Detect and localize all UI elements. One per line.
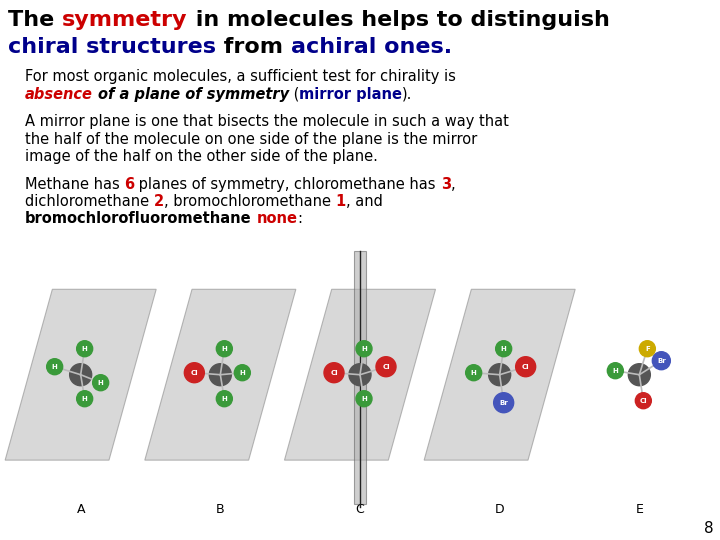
Text: H: H xyxy=(240,370,246,376)
Circle shape xyxy=(635,393,652,409)
Text: Br: Br xyxy=(499,400,508,406)
Text: D: D xyxy=(495,503,505,516)
Text: 3: 3 xyxy=(441,177,451,192)
Text: F: F xyxy=(645,346,649,352)
Text: Methane has: Methane has xyxy=(25,177,125,192)
Text: H: H xyxy=(82,396,88,402)
Circle shape xyxy=(652,352,670,370)
Circle shape xyxy=(210,364,231,386)
Circle shape xyxy=(516,357,536,377)
Text: For most organic molecules, a sufficient test for chirality is: For most organic molecules, a sufficient… xyxy=(25,69,456,84)
Text: in molecules helps to distinguish: in molecules helps to distinguish xyxy=(187,10,609,30)
Text: of a plane of symmetry: of a plane of symmetry xyxy=(97,86,289,102)
Text: H: H xyxy=(471,370,477,376)
Circle shape xyxy=(184,363,204,383)
Circle shape xyxy=(376,357,396,377)
Text: H: H xyxy=(52,364,58,370)
Text: A: A xyxy=(76,503,85,516)
Text: achiral ones.: achiral ones. xyxy=(291,37,452,57)
Circle shape xyxy=(495,341,512,357)
Text: mirror plane: mirror plane xyxy=(299,86,402,102)
Text: C: C xyxy=(356,503,364,516)
Text: chiral structures: chiral structures xyxy=(8,37,216,57)
Text: H: H xyxy=(361,396,367,402)
Circle shape xyxy=(356,391,372,407)
Circle shape xyxy=(76,391,93,407)
Text: symmetry: symmetry xyxy=(62,10,187,30)
Polygon shape xyxy=(424,289,575,460)
Text: image of the half on the other side of the plane.: image of the half on the other side of t… xyxy=(25,149,378,164)
Text: the half of the molecule on one side of the plane is the mirror: the half of the molecule on one side of … xyxy=(25,132,477,146)
Text: none: none xyxy=(256,211,297,226)
Text: 2: 2 xyxy=(154,194,164,209)
Circle shape xyxy=(608,363,624,379)
Circle shape xyxy=(76,341,93,357)
Text: E: E xyxy=(635,503,643,516)
Text: H: H xyxy=(361,346,367,352)
Circle shape xyxy=(216,341,233,357)
Text: H: H xyxy=(98,380,104,386)
Polygon shape xyxy=(5,289,156,460)
Circle shape xyxy=(494,393,513,413)
Text: from: from xyxy=(216,37,291,57)
Text: 1: 1 xyxy=(336,194,346,209)
Text: Cl: Cl xyxy=(522,364,529,370)
Text: The: The xyxy=(8,10,62,30)
Text: 8: 8 xyxy=(704,521,714,536)
Circle shape xyxy=(629,364,650,386)
Text: , bromochloromethane: , bromochloromethane xyxy=(164,194,336,209)
Text: bromochlorofluoromethane: bromochlorofluoromethane xyxy=(25,211,251,226)
Polygon shape xyxy=(145,289,296,460)
Text: A mirror plane is one that bisects the molecule in such a way that: A mirror plane is one that bisects the m… xyxy=(25,114,509,129)
Text: (: ( xyxy=(289,86,299,102)
Text: Cl: Cl xyxy=(639,398,647,404)
Circle shape xyxy=(47,359,63,375)
Circle shape xyxy=(489,364,510,386)
Circle shape xyxy=(234,364,251,381)
Text: , and: , and xyxy=(346,194,382,209)
Polygon shape xyxy=(284,289,436,460)
Polygon shape xyxy=(354,251,366,504)
Circle shape xyxy=(324,363,344,383)
Text: B: B xyxy=(216,503,225,516)
Text: ,: , xyxy=(451,177,455,192)
Circle shape xyxy=(356,341,372,357)
Text: Cl: Cl xyxy=(191,370,198,376)
Circle shape xyxy=(466,364,482,381)
Circle shape xyxy=(216,391,233,407)
Text: H: H xyxy=(501,346,507,352)
Text: :: : xyxy=(297,211,302,226)
Text: Cl: Cl xyxy=(382,364,390,370)
Text: absence: absence xyxy=(25,86,93,102)
Text: Cl: Cl xyxy=(330,370,338,376)
Text: Br: Br xyxy=(657,357,666,364)
Text: planes of symmetry, chloromethane has: planes of symmetry, chloromethane has xyxy=(135,177,441,192)
Circle shape xyxy=(70,364,91,386)
Text: 6: 6 xyxy=(125,177,135,192)
Text: H: H xyxy=(613,368,618,374)
Text: H: H xyxy=(82,346,88,352)
Circle shape xyxy=(93,375,109,391)
Circle shape xyxy=(639,341,655,357)
Text: H: H xyxy=(222,346,228,352)
Text: dichloromethane: dichloromethane xyxy=(25,194,154,209)
Text: H: H xyxy=(222,396,228,402)
Circle shape xyxy=(349,364,371,386)
Text: ).: ). xyxy=(402,86,413,102)
